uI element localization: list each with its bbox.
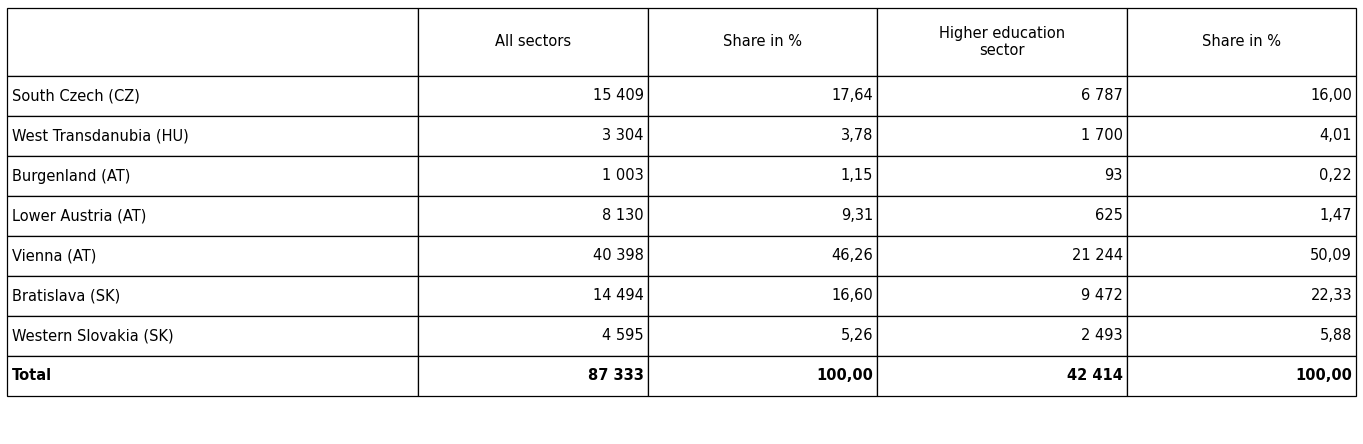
Bar (7, 276, 418, 316)
Text: 4,01: 4,01 (1319, 128, 1352, 143)
Bar (7, 316, 418, 356)
Text: 6 787: 6 787 (1081, 88, 1123, 103)
Bar (418, 316, 647, 356)
Text: 5,26: 5,26 (841, 329, 874, 344)
Bar (7, 356, 418, 396)
Text: 93: 93 (1104, 169, 1123, 183)
Bar (878, 156, 1127, 196)
Bar (1127, 316, 1356, 356)
Bar (7, 116, 418, 156)
Text: Western Slovakia (SK): Western Slovakia (SK) (12, 329, 173, 344)
Bar (878, 116, 1127, 156)
Text: 1 003: 1 003 (602, 169, 643, 183)
Text: All sectors: All sectors (495, 35, 571, 49)
Text: 1 700: 1 700 (1081, 128, 1123, 143)
Text: 87 333: 87 333 (587, 369, 643, 384)
Bar (1127, 156, 1356, 196)
Bar (7, 156, 418, 196)
Text: Total: Total (12, 369, 52, 384)
Bar (418, 356, 647, 396)
Text: 100,00: 100,00 (1295, 369, 1352, 384)
Bar (647, 196, 878, 236)
Bar (418, 8, 647, 76)
Text: South Czech (CZ): South Czech (CZ) (12, 88, 140, 103)
Text: 3 304: 3 304 (602, 128, 643, 143)
Bar (878, 356, 1127, 396)
Bar (418, 116, 647, 156)
Text: 1,47: 1,47 (1319, 209, 1352, 223)
Bar (1127, 356, 1356, 396)
Bar (647, 356, 878, 396)
Bar (418, 196, 647, 236)
Text: West Transdanubia (HU): West Transdanubia (HU) (12, 128, 188, 143)
Bar (647, 316, 878, 356)
Text: 9 472: 9 472 (1081, 289, 1123, 304)
Bar (878, 8, 1127, 76)
Text: 16,00: 16,00 (1310, 88, 1352, 103)
Text: 42 414: 42 414 (1067, 369, 1123, 384)
Bar (418, 236, 647, 276)
Bar (878, 236, 1127, 276)
Bar (647, 236, 878, 276)
Text: 16,60: 16,60 (831, 289, 874, 304)
Text: 40 398: 40 398 (593, 249, 643, 263)
Bar (647, 156, 878, 196)
Bar (1127, 276, 1356, 316)
Text: Lower Austria (AT): Lower Austria (AT) (12, 209, 146, 223)
Bar (647, 76, 878, 116)
Text: 2 493: 2 493 (1081, 329, 1123, 344)
Bar (7, 76, 418, 116)
Text: 5,88: 5,88 (1319, 329, 1352, 344)
Bar (1127, 76, 1356, 116)
Text: 4 595: 4 595 (602, 329, 643, 344)
Text: Share in %: Share in % (722, 35, 801, 49)
Text: 9,31: 9,31 (841, 209, 874, 223)
Bar (878, 316, 1127, 356)
Text: Vienna (AT): Vienna (AT) (12, 249, 97, 263)
Bar (7, 8, 418, 76)
Text: 15 409: 15 409 (593, 88, 643, 103)
Bar (647, 8, 878, 76)
Text: 21 244: 21 244 (1071, 249, 1123, 263)
Text: Higher education
sector: Higher education sector (939, 26, 1065, 58)
Bar (878, 76, 1127, 116)
Bar (647, 276, 878, 316)
Bar (1127, 116, 1356, 156)
Text: 17,64: 17,64 (831, 88, 874, 103)
Text: 22,33: 22,33 (1310, 289, 1352, 304)
Text: 8 130: 8 130 (602, 209, 643, 223)
Text: 100,00: 100,00 (816, 369, 874, 384)
Bar (418, 276, 647, 316)
Text: 3,78: 3,78 (841, 128, 874, 143)
Bar (1127, 8, 1356, 76)
Text: 46,26: 46,26 (831, 249, 874, 263)
Text: 0,22: 0,22 (1319, 169, 1352, 183)
Bar (418, 76, 647, 116)
Text: Bratislava (SK): Bratislava (SK) (12, 289, 120, 304)
Text: 14 494: 14 494 (593, 289, 643, 304)
Bar (418, 156, 647, 196)
Bar (647, 116, 878, 156)
Text: 50,09: 50,09 (1310, 249, 1352, 263)
Text: 1,15: 1,15 (841, 169, 874, 183)
Bar (878, 276, 1127, 316)
Bar (7, 196, 418, 236)
Text: Burgenland (AT): Burgenland (AT) (12, 169, 131, 183)
Bar (7, 236, 418, 276)
Bar (1127, 196, 1356, 236)
Text: 625: 625 (1094, 209, 1123, 223)
Bar (878, 196, 1127, 236)
Text: Share in %: Share in % (1202, 35, 1281, 49)
Bar (1127, 236, 1356, 276)
